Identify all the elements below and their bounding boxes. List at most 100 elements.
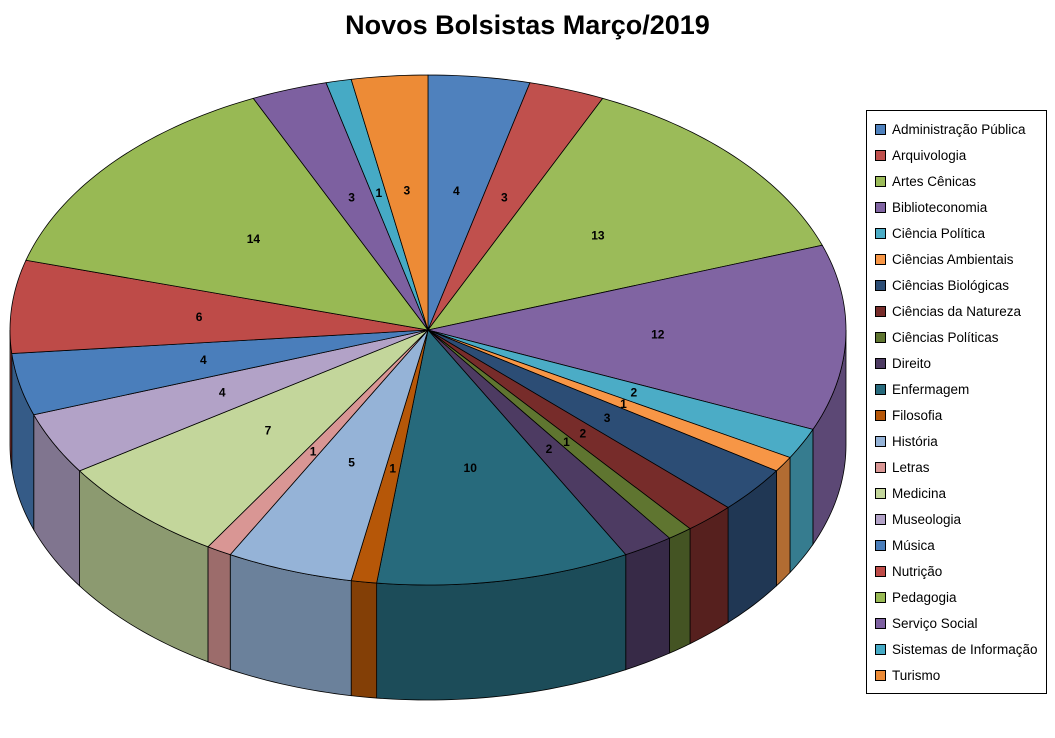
legend-item: Artes Cênicas [870,168,1043,194]
pie-slice-direito [427,329,671,556]
legend-swatch [875,175,886,187]
legend-label: Serviço Social [892,615,978,631]
pie-slice-ciências-da-natureza [427,329,729,530]
legend-item: Ciências Ambientais [870,246,1043,272]
pie-slice-ciências-biológicas [427,329,778,508]
pie-slice-side-ciências-da-natureza [689,506,729,645]
legend-item: Música [870,532,1043,558]
chart-title: Novos Bolsistas Março/2019 [345,10,710,40]
legend-item: Museologia [870,506,1043,532]
legend-label: Ciência Política [892,225,986,241]
pie-slice-serviço-social [252,82,429,331]
pie-slice-side-ciências-ambientais [776,456,791,587]
pie-slice-biblioteconomia [427,244,847,430]
legend-label: Medicina [892,485,947,501]
legend-swatch [875,331,886,343]
legend-label: Ciências Ambientais [892,251,1014,267]
pie-slice-administração-pública [427,74,531,331]
slice-value-label: 5 [348,455,355,469]
slice-value-label: 2 [546,442,553,456]
legend-swatch [875,305,886,317]
legend-item: Biblioteconomia [870,194,1043,220]
legend-swatch [875,279,886,291]
legend-item: Ciências Políticas [870,324,1043,350]
legend-swatch [875,461,886,473]
legend-swatch [875,409,886,421]
slice-value-label: 7 [265,424,272,438]
legend-label: Pedagogia [892,589,957,605]
pie-slice-side-direito [625,537,670,671]
legend-item: Arquivologia [870,142,1043,168]
legend-item: Direito [870,350,1043,376]
pie-slice-história [229,329,429,582]
legend-label: Arquivologia [892,147,967,163]
legend-swatch [875,383,886,395]
legend-item: História [870,428,1043,454]
legend-label: Nutrição [892,563,943,579]
slice-value-label: 6 [196,310,203,324]
legend-swatch [875,357,886,369]
pie-slice-side-ciências-políticas [669,528,691,654]
slice-value-label: 4 [453,184,460,198]
legend-item: Filosofia [870,402,1043,428]
slice-value-label: 1 [620,397,627,411]
legend-item: Enfermagem [870,376,1043,402]
legend-item: Administração Pública [870,116,1043,142]
legend-swatch [875,201,886,213]
legend-item: Nutrição [870,558,1043,584]
slice-value-label: 1 [389,462,396,476]
legend-label: Sistemas de Informação [892,641,1038,657]
pie-slice-side-letras [207,546,231,671]
legend-item: Ciência Política [870,220,1043,246]
legend-swatch [875,253,886,265]
legend: Administração Pública Arquivologia Artes C… [866,110,1047,694]
legend-label: História [892,433,938,449]
legend-item: Serviço Social [870,610,1043,636]
pie-slice-pedagogia [25,97,429,331]
slice-value-label: 3 [403,183,410,197]
slice-value-label: 12 [651,327,665,341]
legend-label: Direito [892,355,932,371]
legend-label: Artes Cênicas [892,173,977,189]
legend-item: Turismo [870,662,1043,688]
slice-value-label: 4 [200,353,207,367]
legend-label: Ciências Biológicas [892,277,1010,293]
legend-label: Ciências Políticas [892,329,999,345]
legend-item: Sistemas de Informação [870,636,1043,662]
legend-swatch [875,487,886,499]
slice-value-label: 14 [247,232,261,246]
legend-swatch [875,565,886,577]
legend-swatch [875,227,886,239]
legend-label: Turismo [892,667,941,683]
legend-swatch [875,435,886,447]
pie-slice-museologia [33,329,429,472]
slice-value-label: 2 [630,386,637,400]
pie-slice-turismo [350,74,429,331]
pie-slice-ciência-política [427,329,814,458]
legend-swatch [875,123,886,135]
legend-swatch [875,617,886,629]
pie-slice-artes-cênicas [427,97,823,331]
legend-label: Museologia [892,511,962,527]
slice-value-label: 2 [580,427,587,441]
legend-swatch [875,591,886,603]
slice-value-label: 3 [501,191,508,205]
slice-value-label: 4 [219,386,226,400]
legend-item: Letras [870,454,1043,480]
slice-value-label: 1 [310,445,317,459]
slice-value-label: 1 [375,186,382,200]
legend-label: Letras [892,459,930,475]
legend-swatch [875,643,886,655]
legend-label: Música [892,537,935,553]
pie-slice-nutrição [9,259,429,354]
slice-value-label: 1 [563,435,570,449]
legend-swatch [875,513,886,525]
legend-item: Medicina [870,480,1043,506]
legend-label: Administração Pública [892,121,1026,137]
slice-value-label: 3 [348,191,355,205]
slice-value-label: 13 [591,229,605,243]
legend-item: Ciências da Natureza [870,298,1043,324]
legend-label: Biblioteconomia [892,199,988,215]
legend-swatch [875,149,886,161]
